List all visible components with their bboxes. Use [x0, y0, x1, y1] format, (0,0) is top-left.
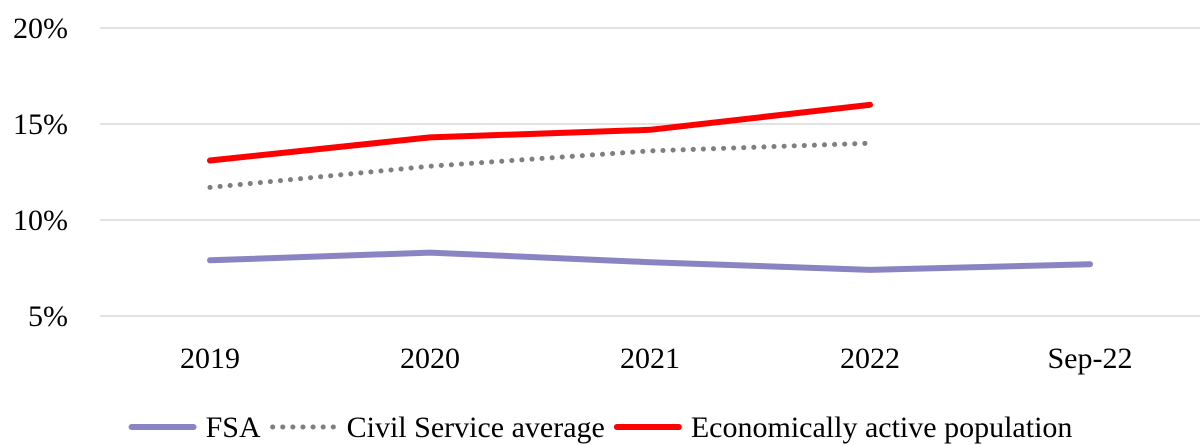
legend: FSA Civil Service average Economically act…: [128, 411, 1073, 444]
x-axis-tick-labels: 2019 2020 2021 2022 Sep-22: [180, 342, 1133, 375]
y-axis-tick-labels: 5% 10% 15% 20%: [13, 12, 68, 333]
x-tick-label: 2020: [400, 342, 460, 375]
legend-label-fsa: FSA: [206, 411, 261, 444]
legend-label-economically-active-population: Economically active population: [691, 411, 1073, 444]
grid-lines: [100, 27, 1200, 317]
y-tick-label: 10%: [13, 204, 68, 237]
x-tick-label: Sep-22: [1048, 342, 1133, 375]
series-line-fsa: [207, 249, 1093, 273]
x-tick-label: 2022: [840, 342, 900, 375]
y-tick-label: 20%: [13, 12, 68, 45]
y-tick-label: 15%: [13, 108, 68, 141]
y-tick-label: 5%: [28, 300, 68, 333]
series-line-civil-service-average: [207, 140, 873, 190]
x-tick-label: 2021: [620, 342, 680, 375]
legend-label-civil-service-average: Civil Service average: [347, 411, 605, 444]
series-lines: [207, 101, 1093, 273]
series-line-economically-active-population: [207, 101, 873, 164]
x-tick-label: 2019: [180, 342, 240, 375]
